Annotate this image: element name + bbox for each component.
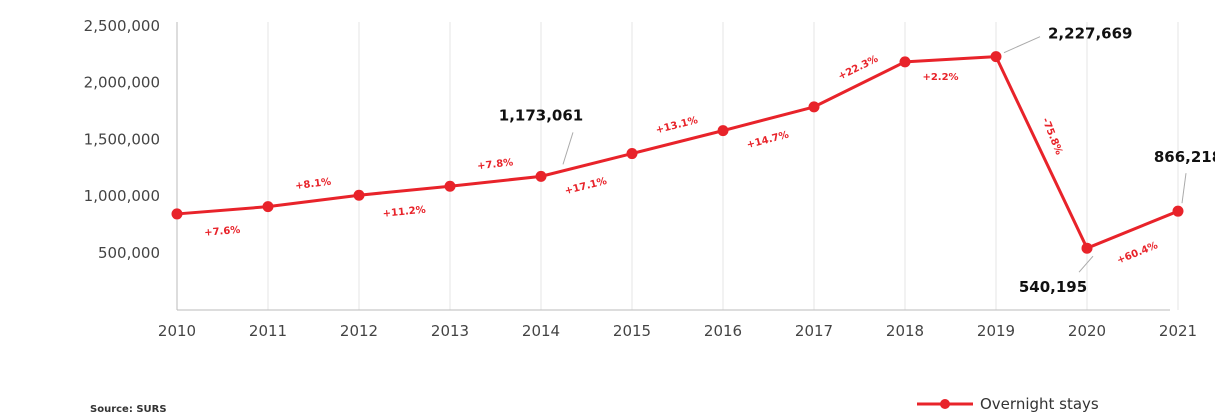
change-label-2016-2017: +14.7% bbox=[746, 130, 790, 152]
x-tick-label-2019: 2019 bbox=[977, 322, 1015, 340]
change-label-2018-2019: +2.2% bbox=[922, 72, 958, 83]
x-tick-label-2017: 2017 bbox=[795, 322, 833, 340]
change-label-2014-2015: +17.1% bbox=[564, 176, 608, 197]
change-label-2015-2016: +13.1% bbox=[655, 115, 699, 136]
y-tick-label-500000: 500,000 bbox=[98, 244, 160, 262]
y-tick-label-2000000: 2,000,000 bbox=[84, 74, 160, 92]
point-2015 bbox=[626, 148, 638, 160]
x-tick-label-2012: 2012 bbox=[340, 322, 378, 340]
point-2018 bbox=[899, 56, 911, 68]
callout-value-2014: 1,173,061 bbox=[499, 106, 583, 124]
change-label-2013-2014: +7.8% bbox=[477, 157, 514, 172]
y-axis-labels: 500,000 1,000,000 1,500,000 2,000,000 2,500,… bbox=[84, 17, 160, 262]
series-overnight-stays bbox=[171, 51, 1184, 254]
x-tick-label-2014: 2014 bbox=[522, 322, 560, 340]
change-label-2019-2020: -75.8% bbox=[1039, 116, 1064, 156]
callout-leader-2019 bbox=[1003, 36, 1041, 54]
change-label-2010-2011: +7.6% bbox=[204, 225, 241, 239]
x-tick-label-2013: 2013 bbox=[431, 322, 469, 340]
x-axis-labels: 2010 2011 2012 2013 2014 2015 2016 2017 2018 2019… bbox=[158, 322, 1197, 340]
callout-leader-2014 bbox=[562, 132, 574, 165]
y-tick-label-2500000: 2,500,000 bbox=[84, 17, 160, 35]
legend-marker bbox=[940, 399, 950, 409]
point-2019 bbox=[990, 51, 1002, 63]
x-tick-label-2016: 2016 bbox=[704, 322, 742, 340]
point-2013 bbox=[444, 180, 456, 192]
axes bbox=[176, 22, 1170, 311]
point-2011 bbox=[262, 201, 274, 213]
callout-leader-2021 bbox=[1181, 173, 1187, 204]
point-2012 bbox=[353, 189, 365, 201]
point-2020 bbox=[1081, 242, 1093, 254]
x-tick-label-2011: 2011 bbox=[249, 322, 287, 340]
y-tick-label-1500000: 1,500,000 bbox=[84, 130, 160, 148]
callout-value-2020: 540,195 bbox=[1019, 278, 1087, 296]
change-label-2012-2013: +11.2% bbox=[382, 205, 426, 220]
change-label-2020-2021: +60.4% bbox=[1116, 240, 1160, 266]
value-callouts: 1,173,061 2,227,669 540,195 866,218 bbox=[499, 25, 1215, 297]
point-2021 bbox=[1172, 205, 1184, 217]
x-tick-label-2010: 2010 bbox=[158, 322, 196, 340]
x-tick-label-2015: 2015 bbox=[613, 322, 651, 340]
x-tick-label-2021: 2021 bbox=[1159, 322, 1197, 340]
point-2017 bbox=[808, 101, 820, 113]
point-2010 bbox=[171, 208, 183, 220]
callout-value-2021: 866,218 bbox=[1154, 148, 1215, 166]
x-tick-label-2018: 2018 bbox=[886, 322, 924, 340]
change-labels: +7.6% +8.1% +11.2% +7.8% +17.1% +13.1% +14.7% +… bbox=[204, 54, 1160, 267]
series-line bbox=[176, 55, 1179, 250]
x-tick-label-2020: 2020 bbox=[1068, 322, 1106, 340]
point-2014 bbox=[535, 170, 547, 182]
callout-value-2019: 2,227,669 bbox=[1048, 25, 1132, 43]
legend-label: Overnight stays bbox=[980, 395, 1099, 413]
point-2016 bbox=[717, 125, 729, 137]
y-tick-label-1000000: 1,000,000 bbox=[84, 187, 160, 205]
legend[interactable]: Overnight stays bbox=[917, 395, 1099, 413]
grid-lines bbox=[176, 22, 1179, 310]
source-note: Source: SURS bbox=[90, 404, 167, 415]
change-label-2011-2012: +8.1% bbox=[295, 177, 332, 192]
callout-leader-2020 bbox=[1078, 255, 1094, 273]
